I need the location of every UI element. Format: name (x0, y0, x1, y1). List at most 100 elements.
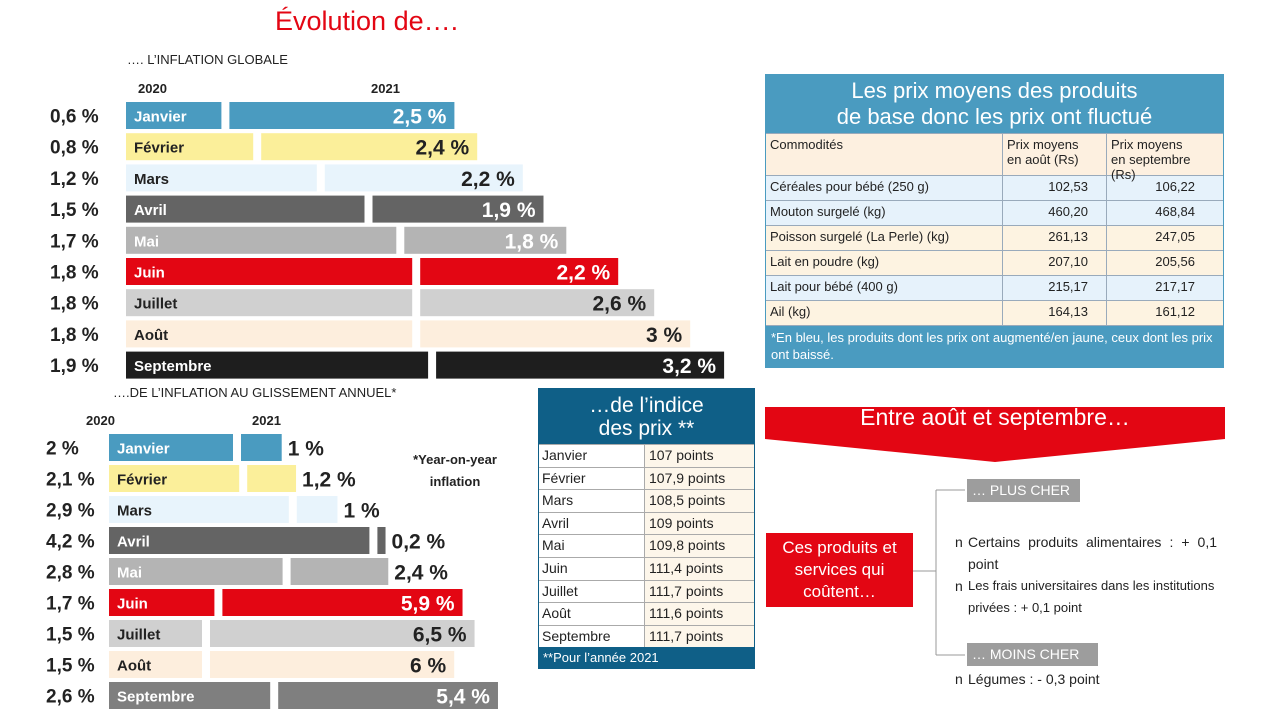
bar-2020 (109, 651, 202, 678)
index-month: Janvier (539, 445, 645, 467)
bar-2020 (126, 164, 317, 192)
index-value: 109,8 points (645, 535, 754, 557)
col-header-september: Prix moyens en septembre (Rs) (1111, 137, 1191, 182)
value-2021-label: 2,5 % (393, 106, 447, 129)
index-value: 111,4 points (645, 557, 754, 580)
value-2021-label: 0,2 % (392, 531, 446, 554)
value-2021-label: 2,4 % (415, 137, 469, 160)
index-value: 108,5 points (645, 490, 754, 512)
price-august: 102,53 (1003, 176, 1107, 200)
value-2021-label: 1,2 % (302, 469, 356, 492)
col-header-commodity: Commodités (766, 134, 1003, 175)
index-row: Septembre 111,7 points (539, 624, 754, 648)
index-month: Mars (539, 490, 645, 512)
index-month: Septembre (539, 625, 645, 648)
value-2020-label: 2,1 % (46, 470, 95, 491)
bar-2020 (126, 102, 222, 129)
index-row: Juin 111,4 points (539, 556, 754, 580)
month-label: Mars (117, 503, 152, 520)
value-2021-label: 6 % (410, 655, 447, 678)
products-box: Ces produits et services qui coûtent… (766, 533, 913, 607)
bar-2021 (324, 164, 523, 192)
chart1-legend-2021: 2021 (371, 81, 400, 96)
month-label: Septembre (134, 358, 212, 375)
more-expensive-label: … PLUS CHER (967, 479, 1080, 502)
month-label: Août (117, 658, 151, 675)
value-2020-label: 4,2 % (46, 532, 95, 553)
price-august: 261,13 (1003, 226, 1107, 250)
index-title-line1: …de l’indice (589, 394, 704, 417)
bar-2021 (247, 465, 297, 492)
banner-text: Entre août et septembre… (860, 404, 1130, 430)
list-item: n Certains produits alimentaires : + 0,1 … (955, 531, 1217, 575)
bar-2021 (436, 351, 725, 379)
more-expensive-list: n Certains produits alimentaires : + 0,1 … (955, 531, 1217, 619)
index-value: 107 points (645, 445, 754, 467)
prices-row: Poisson surgelé (La Perle) (kg) 261,13 247… (766, 225, 1223, 250)
price-september: 468,84 (1155, 204, 1195, 219)
list-item-text: Les frais universitaires dans les instit… (968, 578, 1215, 615)
index-value: 111,7 points (645, 580, 754, 603)
month-label: Mai (134, 233, 159, 250)
prices-footnote: *En bleu, les produits dont les prix ont… (766, 325, 1223, 367)
value-2020-label: 1,5 % (50, 200, 99, 221)
bar-2021 (372, 195, 544, 223)
value-2020-label: 2,8 % (46, 563, 95, 584)
prices-row: Lait pour bébé (400 g) 215,17 217,17 (766, 275, 1223, 300)
prices-title-line1: Les prix moyens des produits (851, 78, 1138, 103)
chart-global-inflation: 0,6 % Janvier 2,5 % 0,8 % Février 2,4 % 1,2 % M… (50, 102, 725, 379)
value-2020-label: 2,9 % (46, 501, 95, 522)
month-label: Juin (117, 596, 148, 613)
bar-2020 (126, 258, 413, 285)
banner-arrow (765, 407, 1225, 462)
index-month: Juillet (539, 580, 645, 603)
prices-row: Lait en poudre (kg) 207,10 205,56 (766, 250, 1223, 275)
bar-2020 (126, 351, 429, 379)
value-2021-label: 1,8 % (505, 230, 559, 253)
value-2021-label: 2,2 % (461, 168, 515, 191)
price-september: 205,56 (1155, 254, 1195, 269)
index-month: Juin (539, 557, 645, 580)
prices-row: Ail (kg) 164,13 161,12 (766, 300, 1223, 325)
commodity: Poisson surgelé (La Perle) (kg) (766, 226, 1003, 250)
month-label: Mai (117, 565, 142, 582)
chart2-title: ….DE L’INFLATION AU GLISSEMENT ANNUEL* (113, 385, 397, 400)
bar-2021 (241, 434, 282, 461)
value-2020-label: 1,2 % (50, 169, 99, 190)
index-value: 111,7 points (645, 625, 754, 648)
chart2-legend-2021: 2021 (252, 413, 281, 428)
value-2021-label: 6,5 % (413, 624, 467, 647)
bar-2020 (126, 195, 365, 223)
value-2020-label: 1,8 % (50, 325, 99, 346)
chart1-title: …. L’INFLATION GLOBALE (127, 52, 288, 67)
bar-2020 (109, 620, 202, 647)
value-2020-label: 0,6 % (50, 107, 99, 128)
value-2020-label: 2,6 % (46, 687, 95, 708)
value-2020-label: 2 % (46, 439, 79, 460)
list-item-text: Certains produits alimentaires : + 0,1 p… (968, 534, 1217, 572)
price-index-title: …de l’indice des prix ** (539, 389, 754, 444)
value-2021-label: 2,2 % (556, 262, 610, 285)
bar-2021 (420, 320, 691, 348)
month-label: Juillet (134, 296, 177, 313)
list-item: n Les frais universitaires dans les insti… (955, 575, 1217, 619)
value-2020-label: 1,7 % (50, 231, 99, 252)
value-2021-label: 5,4 % (436, 686, 490, 709)
commodity: Mouton surgelé (kg) (766, 201, 1003, 225)
index-month: Mai (539, 535, 645, 557)
index-row: Avril 109 points (539, 511, 754, 535)
bar-2020 (126, 320, 413, 348)
prices-table-title: Les prix moyens des produits de base don… (766, 75, 1223, 133)
bar-2020 (109, 434, 233, 461)
value-2021-label: 2,4 % (394, 562, 448, 585)
bar-2021 (296, 496, 338, 523)
month-label: Septembre (117, 689, 195, 706)
commodity: Lait pour bébé (400 g) (766, 276, 1003, 300)
value-2020-label: 1,5 % (46, 625, 95, 646)
index-row: Janvier 107 points (539, 444, 754, 467)
price-september: 161,12 (1155, 304, 1195, 319)
index-row: Juillet 111,7 points (539, 579, 754, 603)
value-2021-label: 2,6 % (592, 293, 646, 316)
price-august: 215,17 (1003, 276, 1107, 300)
index-title-line2: des prix ** (598, 417, 695, 440)
